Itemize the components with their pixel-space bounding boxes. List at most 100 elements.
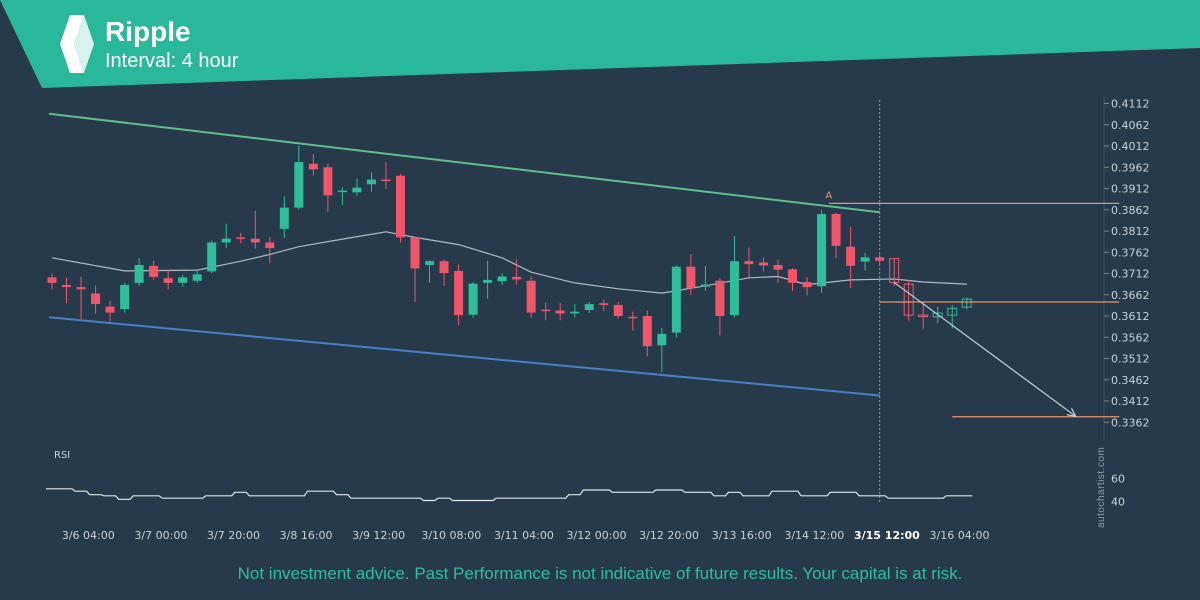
price-tick-label: 0.3912	[1111, 183, 1150, 196]
candle	[221, 223, 231, 248]
candle-body	[903, 283, 914, 316]
candle-body	[744, 261, 754, 265]
candle-body	[410, 237, 420, 269]
candle	[76, 276, 86, 319]
price-tick-label: 0.4112	[1111, 98, 1150, 111]
candle	[715, 278, 725, 336]
candle	[788, 267, 798, 291]
price-tick-label: 0.3562	[1111, 331, 1150, 344]
candle	[555, 303, 565, 321]
candle	[758, 257, 768, 272]
candle-body	[526, 280, 536, 313]
candle-body	[323, 167, 333, 196]
watermark: autochartist.com	[1096, 446, 1107, 528]
candle-body	[352, 187, 362, 193]
candle	[918, 304, 929, 329]
rsi-tick-label: 40	[1111, 496, 1125, 509]
candle	[686, 253, 696, 295]
candle	[178, 275, 188, 287]
time-tick-label: 3/12 00:00	[567, 529, 627, 542]
candle	[62, 277, 72, 304]
candle-body	[918, 314, 929, 318]
price-tick-label: 0.3962	[1111, 161, 1150, 174]
price-tick-label: 0.3762	[1111, 246, 1150, 259]
time-tick-label: 3/8 16:00	[280, 529, 333, 542]
time-tick-label: 3/7 20:00	[207, 529, 260, 542]
candle	[279, 196, 289, 238]
candle-body	[207, 242, 217, 272]
candle	[149, 260, 159, 280]
candle-body	[294, 162, 304, 208]
rsi-label: RSI	[54, 450, 70, 461]
candle-body	[250, 238, 260, 243]
pattern-point-label: A	[825, 191, 832, 202]
candle-body	[961, 298, 972, 308]
price-tick-label: 0.3412	[1111, 395, 1150, 408]
candle-body	[715, 280, 725, 316]
candle	[439, 259, 449, 286]
time-axis: 3/6 04:00 3/7 00:00 3/7 20:00 3/8 16:00 3/9 …	[62, 529, 990, 542]
candle-body	[541, 309, 551, 312]
candle	[831, 212, 841, 259]
candle-body	[62, 284, 72, 288]
ripple-logo-icon	[60, 15, 94, 73]
candle-body	[584, 304, 594, 311]
arrowhead-icon	[1066, 408, 1077, 418]
candle	[294, 146, 304, 210]
candle-body	[671, 266, 681, 333]
candle	[889, 258, 900, 286]
interval-subtitle: Interval: 4 hour	[105, 50, 239, 72]
candle	[628, 311, 638, 331]
candle	[381, 162, 391, 189]
candle	[817, 209, 827, 293]
candle	[265, 236, 275, 264]
candle	[308, 154, 318, 176]
time-tick-label: 3/11 04:00	[494, 529, 554, 542]
candle	[860, 252, 870, 271]
candle	[642, 310, 652, 357]
price-tick-label: 0.3712	[1111, 268, 1150, 281]
candle-body	[381, 179, 391, 182]
candle-body	[512, 276, 522, 280]
candle-body	[875, 257, 885, 261]
candle	[134, 258, 144, 286]
candle	[613, 301, 623, 319]
candle	[192, 269, 202, 283]
candles	[47, 146, 972, 373]
price-tick-label: 0.3362	[1111, 416, 1150, 429]
candle	[395, 173, 405, 243]
price-tick-label: 0.3612	[1111, 310, 1150, 323]
time-tick-label: 3/6 04:00	[62, 529, 115, 542]
candle	[599, 299, 609, 311]
time-tick-label: 3/12 20:00	[639, 529, 699, 542]
candle-body	[497, 276, 507, 282]
candle-body	[483, 279, 493, 283]
candle-body	[555, 310, 565, 314]
pattern-overlay: A	[825, 191, 1120, 418]
moving-average-line	[51, 231, 967, 294]
candle-body	[395, 175, 405, 238]
candle-body	[337, 190, 347, 193]
candle	[744, 247, 754, 278]
rsi-panel: RSI 60 40	[46, 450, 1125, 509]
candle-body	[599, 303, 609, 305]
resistance-line	[48, 112, 880, 214]
candle	[584, 301, 594, 314]
candle	[657, 327, 667, 373]
candle	[366, 172, 376, 192]
candle-body	[178, 277, 188, 283]
time-tick-label: 3/7 00:00	[134, 529, 187, 542]
candle	[163, 269, 173, 290]
candle-body	[439, 261, 449, 274]
candle	[468, 282, 478, 318]
candle-body	[817, 214, 827, 287]
candle	[483, 260, 493, 299]
candle-body	[468, 283, 478, 315]
candle-body	[265, 242, 275, 248]
page-title: Ripple	[105, 16, 191, 47]
candle-body	[613, 304, 623, 316]
candle	[497, 273, 507, 285]
candle	[671, 265, 681, 338]
candle-body	[163, 278, 173, 283]
